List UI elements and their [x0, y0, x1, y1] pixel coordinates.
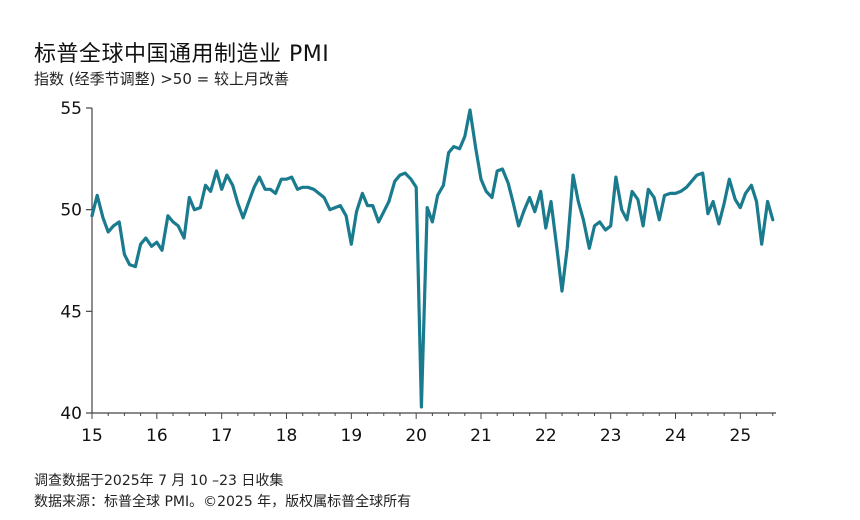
chart-subtitle: 指数 (经季节调整) >50 = 较上月改善 [34, 70, 290, 88]
source-note: 数据来源：标普全球 PMI。©2025 年，版权属标普全球所有 [34, 494, 412, 510]
chart-title: 标普全球中国通用制造业 PMI [34, 42, 330, 67]
y-tick-label: 55 [60, 99, 82, 119]
x-tick-label: 22 [535, 426, 557, 446]
x-tick-label: 15 [81, 426, 103, 446]
survey-date-note: 调查数据于2025年 7 月 10 –23 日收集 [34, 473, 284, 489]
y-tick-label: 45 [60, 302, 82, 322]
x-tick-label: 23 [600, 426, 622, 446]
x-tick-label: 18 [276, 426, 298, 446]
x-tick-label: 20 [405, 426, 427, 446]
x-tick-label: 17 [211, 426, 233, 446]
x-tick-label: 21 [470, 426, 492, 446]
y-tick-label: 40 [60, 404, 82, 424]
x-tick-label: 24 [665, 426, 687, 446]
x-tick-label: 19 [341, 426, 363, 446]
x-tick-label: 25 [730, 426, 752, 446]
x-tick-label: 16 [146, 426, 168, 446]
y-tick-label: 50 [60, 201, 82, 221]
pmi-series-line [90, 108, 775, 409]
